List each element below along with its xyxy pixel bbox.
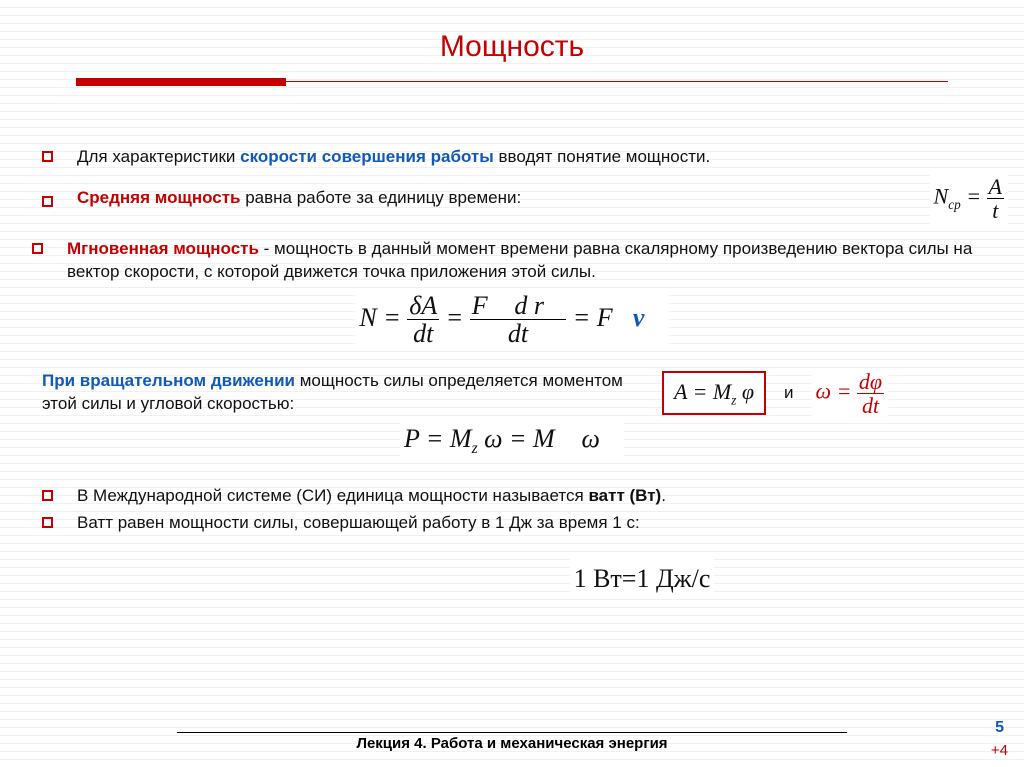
bullet-3: Мгновенная мощность - мощность в данный …: [67, 238, 1008, 284]
formula-watt: 1 Вт=1 Дж/с: [570, 559, 715, 598]
bullet-2: Средняя мощность равна работе за единицу…: [77, 187, 900, 210]
formula-instant: N = δAdt = F⃗ d r⃗dt = F⃗v⃗: [355, 290, 668, 350]
bullet-icon: [42, 196, 53, 207]
title-rule: [76, 78, 948, 86]
footer-text: Лекция 4. Работа и механическая энергия: [356, 735, 667, 752]
bullet-icon: [42, 490, 53, 501]
slide-title: Мощность: [16, 30, 1008, 64]
bullet-icon: [32, 243, 43, 254]
bullet-icon: [42, 517, 53, 528]
conjunction: и: [784, 382, 794, 405]
bullet-6: Ватт равен мощности силы, совершающей ра…: [77, 512, 1008, 535]
content-area: Для характеристики скорости совершения р…: [16, 146, 1008, 598]
formula-A: A = Mz φ: [662, 371, 766, 415]
formula-omega: ω = dφdt: [812, 368, 889, 419]
bullet-icon: [42, 151, 53, 162]
bullet-4: При вращательном движении мощность силы …: [42, 370, 632, 416]
bullet-1: Для характеристики скорости совершения р…: [77, 146, 1008, 169]
formula-P: P = Mz ω = M⃗ ω⃗: [400, 419, 624, 461]
page-plus: +4: [991, 742, 1008, 759]
footer: Лекция 4. Работа и механическая энергия: [0, 732, 1024, 753]
page-number: 5: [995, 719, 1004, 737]
formula-ncp: Ncp = At: [930, 173, 1008, 224]
bullet-5: В Международной системе (СИ) единица мощ…: [77, 485, 1008, 508]
